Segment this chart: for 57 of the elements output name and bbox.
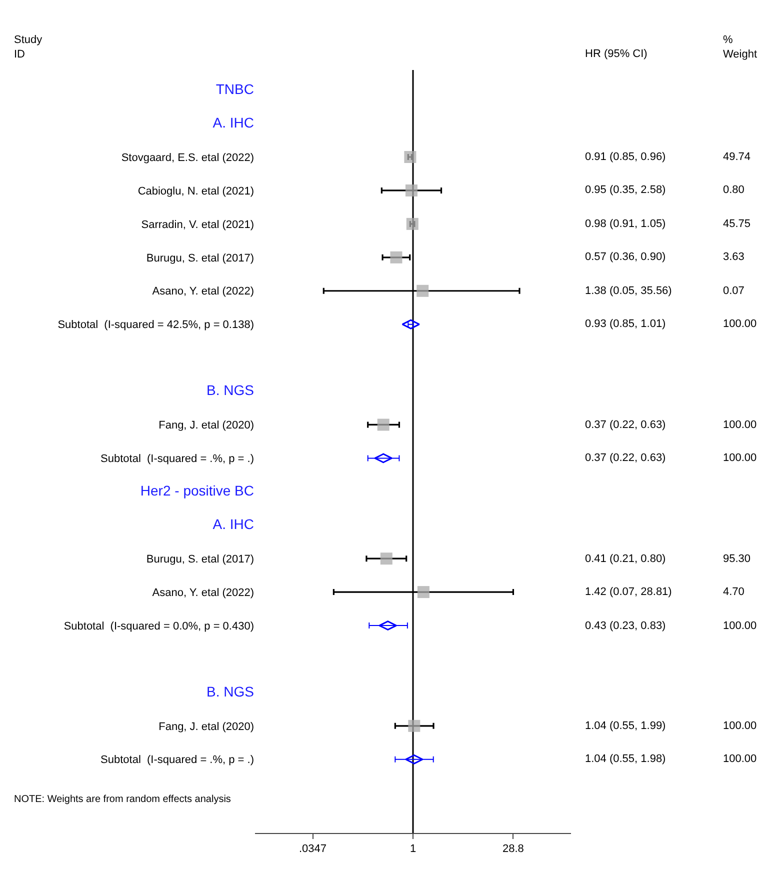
text: 0.95 (0.35, 2.58) <box>585 184 666 196</box>
text: 0.98 (0.91, 1.05) <box>585 218 666 230</box>
y-tick-label: B. NGS <box>206 683 254 700</box>
y-tick-label: A. IHC <box>212 114 254 130</box>
text: 0.43 (0.23, 0.83) <box>585 620 666 632</box>
y-tick-label: B. NGS <box>206 382 254 398</box>
y-tick-label: Subtotal (I-squared = 0.0%, p = 0.430) <box>64 620 254 632</box>
y-tick-label: TNBC <box>216 80 254 97</box>
text: 1.04 (0.55, 1.99) <box>585 720 666 732</box>
text: HR (95% CI) <box>585 48 648 60</box>
x-tick-label: 1 <box>410 843 416 856</box>
text: 0.07 <box>723 285 744 297</box>
text: 100.00 <box>723 419 757 431</box>
y-tick-label: Fang, J. etal (2020) <box>158 420 254 432</box>
point <box>408 720 420 732</box>
y-tick-label: Burugu, S. etal (2017) <box>146 252 254 264</box>
text: 0.80 <box>723 184 744 196</box>
text: 3.63 <box>723 251 744 263</box>
y-tick-label: Asano, Y. etal (2022) <box>152 586 254 599</box>
text: 0.37 (0.22, 0.63) <box>585 452 666 464</box>
y-tick-label: Subtotal (I-squared = .%, p = .) <box>100 453 254 466</box>
text: 0.37 (0.22, 0.63) <box>585 419 666 431</box>
y-tick-label: Asano, Y. etal (2022) <box>152 286 254 298</box>
text: NOTE: Weights are from random effects analysis <box>14 794 231 805</box>
x-tick-label: .0347 <box>299 843 327 856</box>
text: 0.57 (0.36, 0.90) <box>585 251 666 263</box>
text: 0.91 (0.85, 0.96) <box>585 151 666 163</box>
text: 0.41 (0.21, 0.80) <box>585 553 666 565</box>
text: 100.00 <box>723 753 757 765</box>
y-tick-label: Subtotal (I-squared = .%, p = .) <box>100 754 254 766</box>
point <box>404 151 416 164</box>
point <box>406 218 418 230</box>
text: Study ID <box>14 34 43 60</box>
text: 1.04 (0.55, 1.98) <box>585 753 666 765</box>
text: 1.42 (0.07, 28.81) <box>585 586 672 598</box>
text: 45.75 <box>723 218 751 230</box>
y-tick-label: Cabioglu, N. etal (2021) <box>138 185 254 198</box>
y-tick-label: Her2 - positive BC <box>140 482 254 499</box>
y-tick-label: Sarradin, V. etal (2021) <box>141 218 254 231</box>
y-tick-label: A. IHC <box>212 516 254 532</box>
point <box>380 552 392 565</box>
text: 4.70 <box>723 586 744 598</box>
y-tick-label: Subtotal (I-squared = 42.5%, p = 0.138) <box>58 319 254 332</box>
text: 100.00 <box>723 620 757 632</box>
y-tick-label: Burugu, S. etal (2017) <box>146 553 254 566</box>
point <box>405 184 418 196</box>
text: 100.00 <box>723 452 757 464</box>
text: 95.30 <box>723 553 751 565</box>
text: 100.00 <box>723 318 757 330</box>
text: 49.74 <box>723 151 751 163</box>
text: 0.93 (0.85, 1.01) <box>585 318 666 330</box>
text: 1.38 (0.05, 35.56) <box>585 285 672 297</box>
y-tick-label: Stovgaard, E.S. etal (2022) <box>121 152 254 164</box>
text: 100.00 <box>723 720 757 732</box>
text: % Weight <box>723 34 758 60</box>
x-tick-label: 28.8 <box>502 843 524 856</box>
y-tick-label: Fang, J. etal (2020) <box>158 720 254 733</box>
